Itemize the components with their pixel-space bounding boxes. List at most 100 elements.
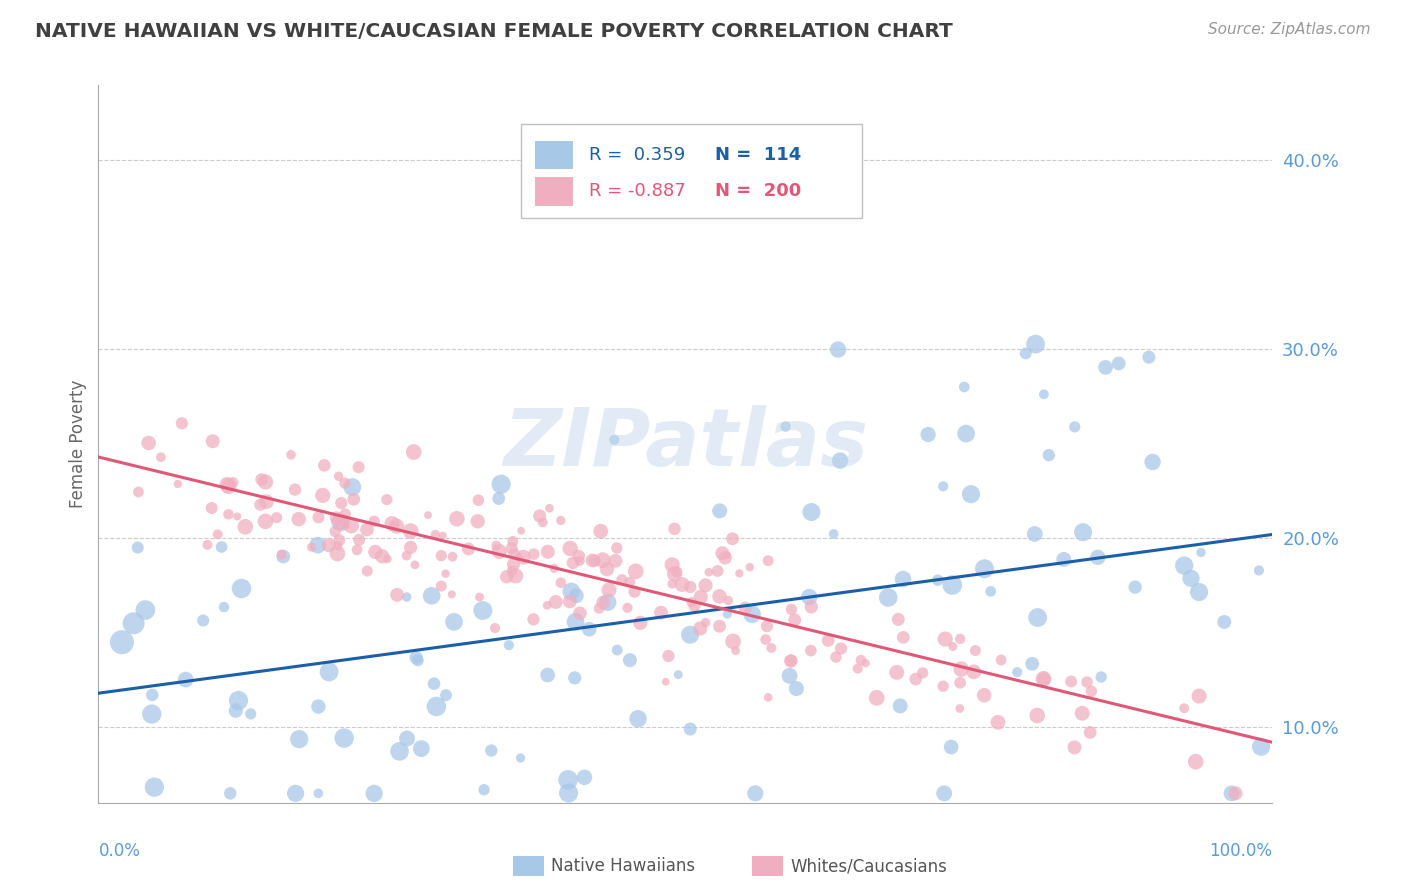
Text: N =  200: N = 200 bbox=[714, 183, 801, 201]
Point bbox=[891, 631, 914, 645]
Point bbox=[375, 552, 398, 566]
Point bbox=[934, 632, 956, 646]
Point bbox=[619, 574, 641, 589]
Point bbox=[314, 458, 336, 473]
Point bbox=[416, 508, 439, 522]
Point bbox=[628, 615, 651, 630]
Point bbox=[619, 653, 641, 667]
Point bbox=[560, 584, 582, 599]
Point bbox=[479, 743, 502, 757]
Point bbox=[744, 786, 766, 800]
Point bbox=[785, 681, 807, 696]
Point bbox=[1026, 610, 1049, 624]
Point bbox=[942, 640, 965, 654]
Point bbox=[800, 643, 823, 657]
Point bbox=[472, 782, 495, 797]
Point bbox=[817, 633, 839, 648]
Text: Source: ZipAtlas.com: Source: ZipAtlas.com bbox=[1208, 22, 1371, 37]
Point bbox=[1038, 448, 1060, 462]
Point bbox=[201, 434, 224, 449]
Point bbox=[330, 496, 353, 510]
FancyBboxPatch shape bbox=[522, 124, 862, 218]
Point bbox=[980, 584, 1002, 599]
Point bbox=[689, 622, 711, 636]
Point bbox=[697, 565, 720, 579]
Point bbox=[228, 693, 250, 707]
Point bbox=[650, 606, 672, 620]
Point bbox=[596, 562, 619, 576]
Point bbox=[495, 570, 517, 584]
Point bbox=[503, 546, 526, 560]
Point bbox=[340, 518, 363, 533]
Point bbox=[973, 562, 995, 576]
Point bbox=[721, 532, 744, 546]
Point bbox=[588, 601, 610, 615]
Point bbox=[531, 516, 554, 530]
Point bbox=[284, 786, 307, 800]
Text: Whites/Caucasians: Whites/Caucasians bbox=[790, 857, 948, 875]
Point bbox=[877, 591, 900, 605]
Point bbox=[565, 589, 588, 603]
Point bbox=[122, 616, 145, 631]
Point bbox=[1189, 545, 1212, 559]
Point bbox=[537, 545, 560, 559]
Point bbox=[440, 587, 463, 601]
Point bbox=[325, 511, 347, 525]
Point bbox=[489, 477, 512, 491]
Point bbox=[254, 514, 277, 528]
Point bbox=[904, 672, 927, 686]
Point bbox=[706, 564, 728, 578]
Point bbox=[666, 667, 689, 681]
Point bbox=[233, 520, 256, 534]
Point bbox=[1071, 525, 1094, 540]
Point bbox=[385, 519, 408, 533]
Point bbox=[780, 602, 803, 616]
Point bbox=[405, 650, 427, 665]
Point bbox=[170, 417, 193, 431]
Point bbox=[197, 538, 219, 552]
Point bbox=[665, 565, 688, 579]
Point bbox=[624, 565, 647, 579]
Point bbox=[333, 476, 356, 491]
Point bbox=[307, 786, 329, 800]
Point bbox=[430, 579, 453, 593]
Point bbox=[1184, 755, 1206, 769]
Point bbox=[891, 572, 914, 586]
Point bbox=[728, 566, 751, 581]
Point bbox=[301, 540, 323, 554]
Point bbox=[509, 751, 531, 765]
Point bbox=[457, 541, 479, 556]
Point bbox=[950, 662, 973, 676]
Point bbox=[127, 485, 149, 500]
Point bbox=[949, 632, 972, 646]
Point bbox=[557, 772, 579, 787]
Point bbox=[218, 479, 240, 493]
Point bbox=[425, 699, 447, 714]
Point bbox=[709, 590, 731, 604]
Point bbox=[724, 643, 747, 657]
Point bbox=[502, 558, 524, 572]
Point bbox=[569, 607, 592, 621]
Point bbox=[664, 566, 686, 581]
Point bbox=[581, 553, 603, 567]
Point bbox=[111, 635, 134, 649]
Point bbox=[222, 475, 245, 490]
Point bbox=[1053, 552, 1076, 566]
Point bbox=[973, 688, 995, 702]
Point bbox=[756, 690, 779, 705]
Point bbox=[346, 542, 368, 557]
Point bbox=[330, 515, 353, 529]
Point bbox=[709, 504, 731, 518]
Point bbox=[960, 487, 983, 501]
Point bbox=[1137, 350, 1160, 364]
Point bbox=[849, 653, 872, 667]
Point bbox=[544, 595, 567, 609]
Point bbox=[780, 653, 803, 667]
Point bbox=[406, 653, 429, 667]
Point bbox=[568, 549, 591, 563]
Point bbox=[399, 524, 422, 538]
Point bbox=[174, 673, 197, 687]
Point bbox=[343, 492, 366, 507]
Point bbox=[250, 472, 273, 486]
Point bbox=[399, 541, 422, 555]
